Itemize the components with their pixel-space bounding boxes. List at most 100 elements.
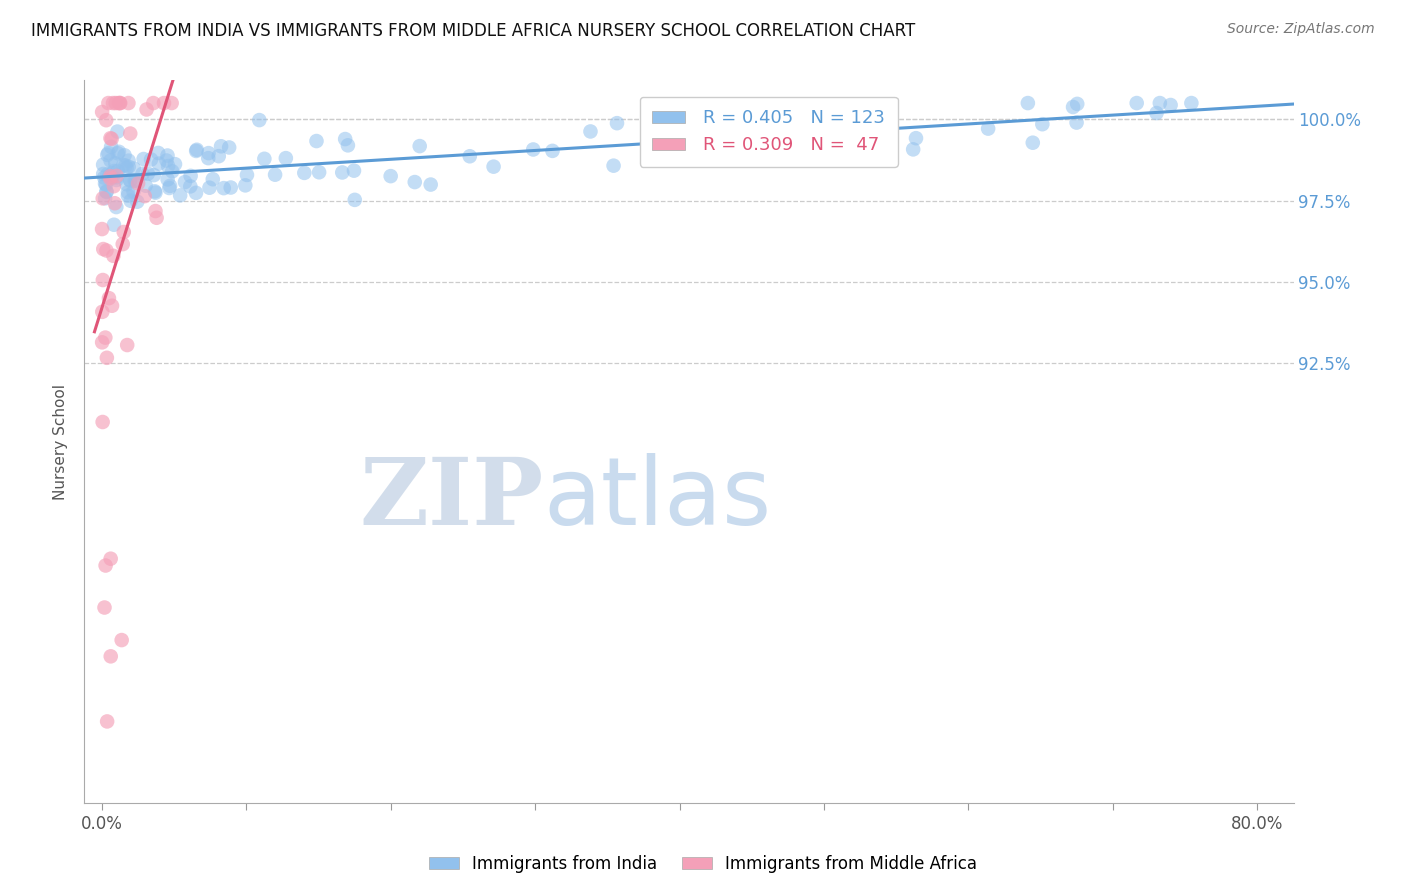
Point bbox=[156, 172, 179, 186]
Point bbox=[148, 145, 170, 160]
Point bbox=[94, 330, 117, 344]
Point bbox=[104, 156, 127, 170]
Point bbox=[157, 181, 180, 195]
Point bbox=[96, 185, 118, 199]
Point bbox=[97, 146, 120, 161]
Point bbox=[101, 299, 124, 313]
Point bbox=[419, 178, 441, 192]
Point bbox=[142, 96, 165, 111]
Point bbox=[96, 351, 118, 365]
Point bbox=[108, 96, 131, 111]
Point bbox=[343, 163, 366, 178]
Legend: R = 0.405   N = 123, R = 0.309   N =  47: R = 0.405 N = 123, R = 0.309 N = 47 bbox=[640, 96, 897, 167]
Point bbox=[770, 135, 793, 149]
Point bbox=[91, 191, 114, 205]
Point bbox=[208, 149, 231, 163]
Point bbox=[198, 180, 221, 194]
Point bbox=[118, 160, 141, 174]
Point bbox=[91, 222, 114, 236]
Point bbox=[1022, 136, 1045, 150]
Point bbox=[135, 103, 157, 117]
Point bbox=[143, 184, 166, 198]
Point bbox=[117, 96, 139, 111]
Point bbox=[98, 169, 121, 184]
Point bbox=[541, 144, 564, 158]
Point bbox=[107, 96, 129, 111]
Point bbox=[1125, 96, 1147, 111]
Point bbox=[904, 131, 927, 145]
Point bbox=[522, 143, 544, 157]
Point bbox=[100, 551, 122, 566]
Point bbox=[308, 165, 330, 179]
Point bbox=[333, 132, 356, 146]
Point bbox=[1149, 96, 1171, 111]
Point bbox=[107, 164, 129, 178]
Point bbox=[131, 167, 153, 181]
Point bbox=[114, 148, 136, 162]
Point bbox=[404, 175, 426, 189]
Point bbox=[330, 165, 353, 179]
Point bbox=[247, 113, 270, 128]
Point bbox=[108, 145, 131, 159]
Point bbox=[104, 96, 127, 111]
Point bbox=[112, 158, 135, 172]
Point bbox=[233, 178, 256, 193]
Point bbox=[115, 178, 138, 192]
Point bbox=[785, 141, 807, 155]
Point bbox=[458, 149, 481, 163]
Point bbox=[482, 160, 505, 174]
Point bbox=[103, 179, 125, 194]
Point bbox=[709, 123, 731, 137]
Point bbox=[114, 159, 136, 173]
Point bbox=[117, 188, 139, 202]
Point bbox=[814, 126, 837, 140]
Point bbox=[180, 169, 202, 183]
Point bbox=[122, 161, 145, 176]
Point bbox=[1066, 115, 1088, 129]
Point bbox=[148, 156, 170, 170]
Point bbox=[98, 169, 121, 183]
Point bbox=[115, 338, 138, 352]
Point bbox=[1180, 96, 1202, 111]
Point bbox=[91, 167, 114, 181]
Point bbox=[115, 161, 138, 175]
Point bbox=[100, 153, 122, 168]
Point bbox=[602, 159, 624, 173]
Point bbox=[91, 273, 114, 287]
Point bbox=[105, 170, 128, 185]
Point bbox=[977, 121, 1000, 136]
Point bbox=[96, 185, 118, 199]
Point bbox=[134, 189, 156, 203]
Point bbox=[212, 181, 235, 195]
Point bbox=[103, 218, 125, 232]
Point bbox=[169, 188, 191, 202]
Point bbox=[343, 193, 366, 207]
Point bbox=[1066, 96, 1088, 111]
Point bbox=[94, 191, 117, 205]
Point bbox=[93, 600, 115, 615]
Point bbox=[117, 153, 139, 168]
Point bbox=[1031, 117, 1053, 131]
Point bbox=[145, 186, 167, 200]
Point bbox=[120, 173, 142, 187]
Point bbox=[799, 133, 821, 147]
Point bbox=[693, 126, 716, 140]
Point bbox=[145, 211, 167, 225]
Point bbox=[94, 178, 117, 192]
Point bbox=[209, 139, 232, 153]
Point bbox=[1017, 96, 1039, 111]
Point bbox=[100, 140, 122, 154]
Text: Source: ZipAtlas.com: Source: ZipAtlas.com bbox=[1227, 22, 1375, 37]
Point bbox=[111, 237, 134, 252]
Point bbox=[96, 113, 118, 128]
Point bbox=[201, 172, 224, 186]
Point bbox=[197, 146, 219, 161]
Text: atlas: atlas bbox=[544, 453, 772, 545]
Point bbox=[160, 164, 183, 178]
Point bbox=[157, 159, 180, 173]
Point bbox=[105, 200, 128, 214]
Point bbox=[127, 194, 149, 209]
Point bbox=[139, 153, 162, 167]
Text: ZIP: ZIP bbox=[360, 454, 544, 544]
Point bbox=[97, 96, 120, 111]
